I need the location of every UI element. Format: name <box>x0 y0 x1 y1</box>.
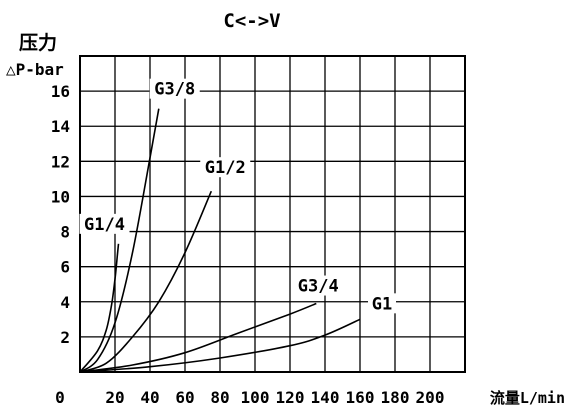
x-tick-label: 200 <box>416 388 445 407</box>
x-axis-label: 流量L/min <box>490 389 565 407</box>
series-line-g3-4 <box>79 302 317 373</box>
y-tick-label: 6 <box>60 258 70 277</box>
y-axis-label-cn: 压力 <box>19 31 57 54</box>
curves <box>79 108 361 373</box>
y-tick-label: 4 <box>60 293 70 312</box>
y-tick-label: 8 <box>60 223 70 242</box>
series-label-g1-4: G1/4 <box>84 215 125 235</box>
series-label-g1-2: G1/2 <box>205 158 246 178</box>
series-labels: G1/4 G3/8 G1/2 G3/4 G1 <box>79 78 396 314</box>
series-label-bg-g3-4 <box>293 275 344 296</box>
series-label-bg-g1 <box>368 293 396 314</box>
series-line-g3-8 <box>79 108 160 373</box>
series-label-g1: G1 <box>372 294 392 314</box>
y-axis-label-unit: △P-bar <box>6 60 64 79</box>
y-tick-label: 16 <box>51 82 70 101</box>
y-tick-label: 12 <box>51 152 70 171</box>
x-tick-label: 180 <box>381 388 410 407</box>
y-tick-label: 10 <box>51 187 70 206</box>
series-label-g3-8: G3/8 <box>154 80 195 100</box>
y-tick-label: 2 <box>60 328 70 347</box>
x-tick-label: 80 <box>210 388 229 407</box>
series-label-bg-g1-4 <box>79 213 130 234</box>
series-line-g1-2 <box>79 190 213 373</box>
x-tick-label: 120 <box>276 388 305 407</box>
x-tick-label: 20 <box>105 388 124 407</box>
series-line-g1 <box>79 318 361 373</box>
tick-labels: 0 20 40 60 80 100 120 140 160 180 200 2 4 6 8 10 12 14 16 <box>51 82 445 407</box>
x-tick-label: 160 <box>346 388 375 407</box>
series-label-bg-g1-2 <box>200 157 251 178</box>
y-tick-label: 14 <box>51 117 70 136</box>
series-line-g1-4 <box>79 243 120 373</box>
x-tick-label: 140 <box>311 388 340 407</box>
x-tick-label: 0 <box>55 388 65 407</box>
x-tick-label: 40 <box>140 388 159 407</box>
x-tick-label: 60 <box>175 388 194 407</box>
series-label-g3-4: G3/4 <box>298 277 339 297</box>
series-label-bg-g3-8 <box>149 78 200 99</box>
chart-title: C<->V <box>223 10 280 32</box>
x-tick-label: 100 <box>241 388 270 407</box>
